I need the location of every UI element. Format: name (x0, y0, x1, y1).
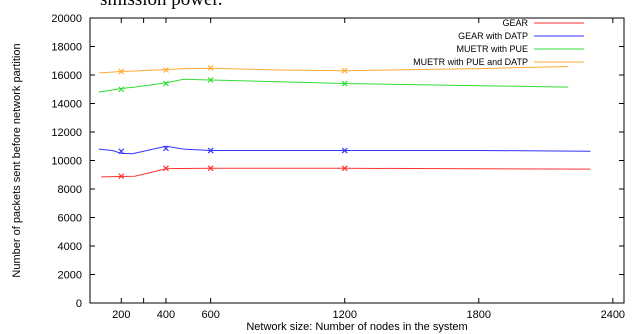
data-point-marker (207, 77, 214, 83)
x-tick-label: 200 (112, 309, 130, 321)
marker-stroke (341, 165, 348, 172)
y-tick-label: 0 (76, 298, 82, 310)
data-point-marker (341, 165, 348, 172)
marker-stroke (118, 68, 125, 75)
marker-stroke (118, 173, 125, 180)
y-tick-label: 20000 (51, 13, 82, 25)
x-tick-label: 2400 (601, 309, 625, 321)
marker-stroke (341, 67, 348, 74)
data-point-marker (118, 148, 125, 155)
x-axis-label: Network size: Number of nodes in the sys… (246, 321, 467, 333)
series-line-1 (98, 145, 591, 155)
legend-label: MUETR with PUE (456, 44, 528, 54)
y-tick-label: 2000 (58, 270, 82, 282)
series-markers (118, 64, 348, 180)
marker-stroke (118, 86, 125, 93)
y-tick-label: 14000 (51, 99, 82, 111)
x-tick-label: 600 (201, 309, 219, 321)
y-axis-ticks: 0 2000 4000 6000 8000 10000 12000 14000 16000 180… (51, 13, 624, 310)
x-tick-label: 400 (157, 309, 175, 321)
data-point-marker (163, 165, 169, 172)
x-tick-label: 1800 (467, 309, 491, 321)
x-axis-ticks: 200 400 600 1200 1800 2400 (112, 18, 625, 321)
data-point-marker (118, 68, 125, 75)
data-point-marker (118, 86, 125, 93)
legend-label: GEAR with DATP (458, 31, 528, 41)
marker-stroke (163, 67, 169, 73)
data-point-marker (207, 165, 214, 172)
marker-stroke (163, 80, 169, 87)
marker-stroke (207, 165, 214, 172)
marker-stroke (163, 165, 169, 172)
data-point-marker (163, 67, 169, 73)
y-tick-label: 8000 (58, 184, 82, 196)
data-point-marker (207, 147, 214, 154)
chart-legend: GEAR GEAR with DATP MUETR with PUE MUETR wi… (413, 18, 584, 67)
series-line-3 (98, 66, 569, 74)
series-line-2 (98, 78, 569, 93)
marker-stroke (207, 147, 214, 154)
legend-label: MUETR with PUE and DATP (413, 57, 528, 67)
y-tick-label: 6000 (58, 213, 82, 225)
data-point-marker (207, 64, 214, 71)
data-point-marker (163, 145, 169, 152)
marker-stroke (118, 148, 125, 155)
data-point-marker (163, 80, 169, 87)
plot-border (89, 17, 625, 304)
marker-stroke (207, 64, 214, 71)
data-point-marker (341, 80, 348, 87)
y-axis-label: Number of packets sent before network pa… (11, 43, 23, 277)
legend-label: GEAR (502, 18, 528, 28)
x-tick-label: 1200 (332, 309, 356, 321)
y-tick-label: 10000 (51, 156, 82, 168)
y-tick-label: 18000 (51, 42, 82, 54)
marker-stroke (341, 147, 348, 154)
series-line-0 (101, 167, 591, 178)
data-point-marker (341, 67, 348, 74)
y-tick-label: 12000 (51, 127, 82, 139)
y-tick-label: 4000 (58, 241, 82, 253)
plot-frame (89, 17, 625, 304)
marker-stroke (207, 77, 214, 83)
marker-stroke (341, 80, 348, 87)
data-point-marker (341, 147, 348, 154)
data-point-marker (118, 173, 125, 180)
marker-stroke (163, 145, 169, 152)
document-text-fragment: smission power. (100, 0, 222, 11)
y-tick-label: 16000 (51, 70, 82, 82)
